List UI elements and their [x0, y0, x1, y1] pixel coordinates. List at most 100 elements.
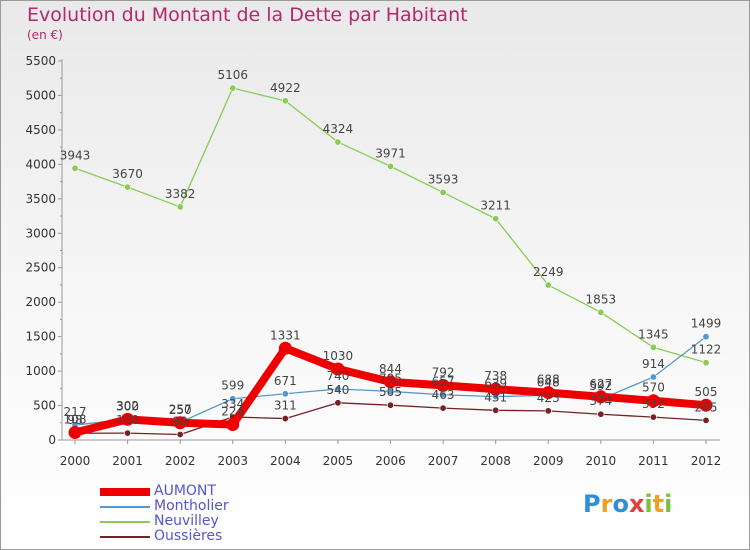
- logo-letter: r: [600, 490, 613, 518]
- data-label-oussires: 332: [642, 397, 665, 411]
- logo-letter: i: [644, 490, 653, 518]
- data-point-neuvilley: [334, 138, 342, 146]
- data-point-neuvilley: [281, 97, 289, 105]
- data-label-montholier: 648: [537, 375, 560, 389]
- data-point-neuvilley: [702, 359, 710, 367]
- data-label-aumont: 627: [589, 377, 612, 391]
- data-label-oussires: 98: [67, 413, 82, 427]
- data-point-aumont: [646, 394, 660, 408]
- data-point-neuvilley: [124, 183, 132, 191]
- y-tick-label: 1000: [25, 364, 56, 378]
- data-label-neuvilley: 3943: [60, 148, 91, 162]
- logo-letter: t: [652, 490, 665, 518]
- logo-letter: i: [664, 490, 673, 518]
- data-label-aumont: 792: [432, 365, 455, 379]
- legend-label-montholier: Montholier: [154, 498, 229, 514]
- x-tick-label: 2006: [375, 454, 406, 468]
- data-label-aumont: 570: [642, 381, 665, 395]
- data-point-montholier: [281, 390, 289, 398]
- logo-letter: P: [583, 490, 601, 518]
- logo-letter: o: [612, 490, 629, 518]
- legend-swatch-aumont: [100, 488, 150, 496]
- x-tick-label: 2009: [533, 454, 564, 468]
- data-label-aumont: 505: [695, 385, 718, 399]
- data-point-oussires: [386, 401, 394, 409]
- y-tick-label: 3000: [25, 226, 56, 240]
- data-label-neuvilley: 4922: [270, 81, 301, 95]
- data-label-aumont: 688: [537, 373, 560, 387]
- data-label-montholier: 657: [432, 375, 455, 389]
- data-label-oussires: 80: [173, 414, 188, 428]
- data-label-aumont: 1030: [323, 349, 354, 363]
- data-label-aumont: 738: [484, 369, 507, 383]
- data-label-montholier: 302: [116, 399, 139, 413]
- data-label-montholier: 671: [274, 374, 297, 388]
- data-label-neuvilley: 3382: [165, 187, 196, 201]
- data-point-oussires: [492, 406, 500, 414]
- data-label-oussires: 431: [484, 390, 507, 404]
- data-point-montholier: [649, 373, 657, 381]
- data-label-neuvilley: 2249: [533, 265, 564, 279]
- data-label-montholier: 639: [484, 377, 507, 391]
- data-point-oussires: [597, 410, 605, 418]
- logo-letter: x: [628, 490, 645, 518]
- data-point-oussires: [544, 407, 552, 415]
- x-tick-label: 2004: [270, 454, 301, 468]
- legend-swatch-neuvilley: [100, 521, 150, 523]
- data-label-montholier: 257: [169, 402, 192, 416]
- data-label-oussires: 285: [695, 400, 718, 414]
- x-tick-label: 2007: [428, 454, 459, 468]
- series-line-neuvilley: [74, 87, 707, 364]
- data-label-oussires: 374: [589, 394, 612, 408]
- data-point-neuvilley: [229, 84, 237, 92]
- data-point-montholier: [702, 333, 710, 341]
- data-point-oussires: [649, 413, 657, 421]
- data-label-oussires: 100: [116, 413, 139, 427]
- data-point-oussires: [176, 430, 184, 438]
- data-point-aumont: [121, 412, 135, 426]
- data-point-neuvilley: [439, 188, 447, 196]
- data-point-montholier: [229, 395, 237, 403]
- data-point-aumont: [68, 426, 82, 440]
- data-label-aumont: 300: [116, 399, 139, 413]
- data-label-neuvilley: 3670: [112, 167, 143, 181]
- data-label-neuvilley: 3971: [375, 146, 406, 160]
- x-tick-label: 2010: [586, 454, 617, 468]
- x-tick-label: 2000: [60, 454, 91, 468]
- y-tick-label: 5500: [25, 54, 56, 68]
- x-tick-label: 2003: [217, 454, 248, 468]
- x-tick-label: 2001: [112, 454, 143, 468]
- data-point-aumont: [173, 416, 187, 430]
- data-point-aumont: [384, 375, 397, 389]
- y-tick-label: 3500: [25, 192, 56, 206]
- legend-label-neuvilley: Neuvilley: [154, 513, 219, 529]
- proxiti-logo: Proxiti: [583, 490, 672, 518]
- data-label-neuvilley: 1345: [638, 327, 669, 341]
- data-label-oussires: 334: [221, 397, 244, 411]
- data-label-montholier: 740: [326, 369, 349, 383]
- data-label-aumont: 108: [64, 413, 87, 427]
- data-point-neuvilley: [71, 164, 79, 172]
- x-tick-label: 2005: [323, 454, 354, 468]
- data-point-neuvilley: [386, 162, 394, 170]
- y-tick-label: 2500: [25, 261, 56, 275]
- y-tick-label: 5000: [25, 88, 56, 102]
- data-point-neuvilley: [597, 308, 605, 316]
- data-point-oussires: [702, 416, 710, 424]
- chart-subtitle: (en €): [27, 28, 63, 42]
- data-label-aumont: 250: [169, 403, 192, 417]
- data-point-neuvilley: [492, 215, 500, 223]
- data-label-neuvilley: 3593: [428, 172, 459, 186]
- data-label-neuvilley: 5106: [217, 68, 248, 82]
- y-tick-label: 0: [48, 433, 56, 447]
- data-point-montholier: [334, 385, 342, 393]
- data-point-aumont: [278, 341, 292, 355]
- y-tick-label: 4500: [25, 123, 56, 137]
- data-label-montholier: 592: [589, 379, 612, 393]
- x-tick-label: 2008: [480, 454, 511, 468]
- data-label-neuvilley: 1853: [586, 292, 617, 306]
- data-point-oussires: [334, 399, 342, 407]
- data-label-neuvilley: 4324: [323, 122, 354, 136]
- data-point-aumont: [436, 378, 450, 392]
